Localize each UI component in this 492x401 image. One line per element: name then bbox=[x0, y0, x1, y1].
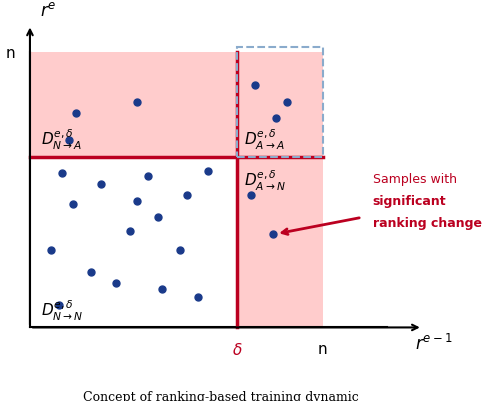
Text: $r^{e-1}$: $r^{e-1}$ bbox=[415, 333, 452, 353]
Text: n: n bbox=[318, 341, 328, 356]
Bar bbox=[30, 53, 237, 157]
Text: $D_{N\rightarrow A}^{e,\delta}$: $D_{N\rightarrow A}^{e,\delta}$ bbox=[41, 128, 82, 152]
Text: $r^e$: $r^e$ bbox=[39, 2, 56, 20]
Bar bbox=[237, 53, 323, 157]
Bar bbox=[237, 157, 323, 328]
Text: ranking change: ranking change bbox=[372, 217, 482, 230]
Text: $D_{N\rightarrow N}^{e,\delta}$: $D_{N\rightarrow N}^{e,\delta}$ bbox=[41, 298, 83, 322]
Text: $D_{A\rightarrow A}^{e,\delta}$: $D_{A\rightarrow A}^{e,\delta}$ bbox=[244, 128, 285, 152]
Text: n: n bbox=[6, 46, 16, 61]
Text: Samples with: Samples with bbox=[372, 173, 457, 186]
Text: significant: significant bbox=[372, 195, 446, 208]
Text: $D_{A\rightarrow N}^{e,\delta}$: $D_{A\rightarrow N}^{e,\delta}$ bbox=[244, 168, 286, 192]
Text: $\delta$: $\delta$ bbox=[232, 341, 243, 357]
Bar bbox=[237, 47, 323, 157]
Text: Concept of ranking-based training dynamic: Concept of ranking-based training dynami… bbox=[83, 390, 359, 401]
